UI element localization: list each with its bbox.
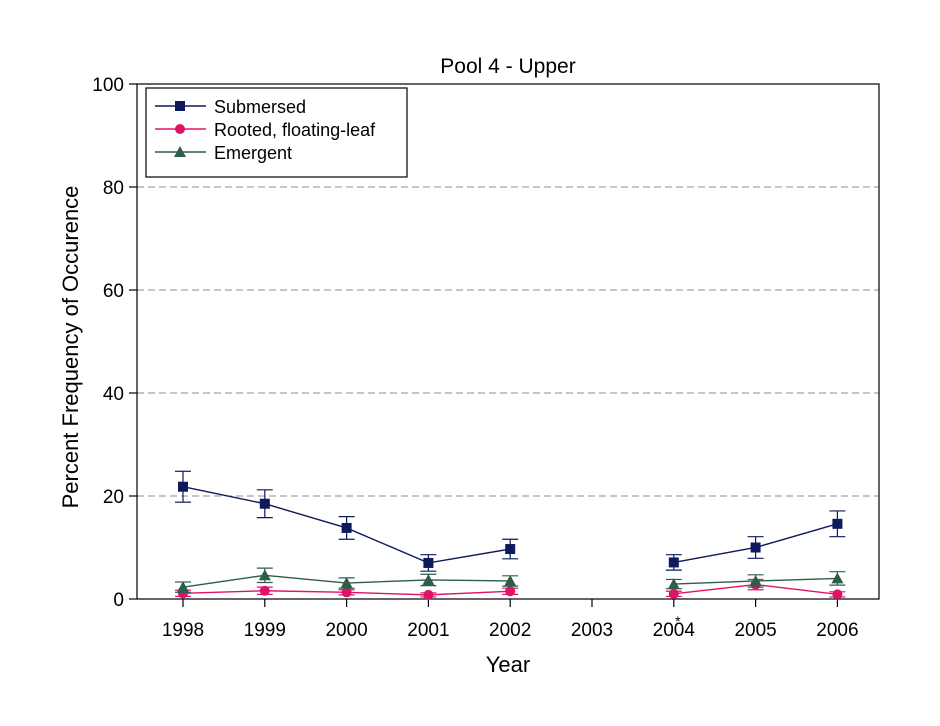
y-tick-label: 0 [113, 590, 124, 611]
chart-title: Pool 4 - Upper [440, 55, 575, 78]
data-point-emergent [749, 574, 762, 586]
data-point-submersed [423, 557, 434, 568]
y-tick-label: 80 [103, 178, 124, 199]
data-point-submersed [750, 542, 761, 553]
legend-label: Rooted, floating-leaf [214, 120, 376, 140]
data-point-emergent [422, 573, 435, 585]
x-tick-label: 2006 [816, 620, 858, 641]
data-point-rooted-floating-leaf [259, 585, 270, 596]
y-axis-label: Percent Frequency of Occurence [58, 186, 83, 509]
x-tick-label: 2002 [489, 620, 531, 641]
x-tick-label: 2004 [653, 620, 696, 641]
data-point-rooted-floating-leaf [832, 589, 843, 600]
data-point-submersed [668, 557, 679, 568]
data-point-emergent [667, 578, 680, 590]
data-point-rooted-floating-leaf [341, 587, 352, 598]
data-point-submersed [832, 518, 843, 529]
legend-marker [175, 101, 185, 111]
y-tick-label: 100 [92, 75, 124, 96]
data-point-emergent [340, 577, 353, 589]
data-point-rooted-floating-leaf [423, 589, 434, 600]
legend-marker [174, 146, 186, 157]
data-point-rooted-floating-leaf [668, 588, 679, 599]
x-tick-label: 2001 [407, 620, 449, 641]
data-point-rooted-floating-leaf [505, 586, 516, 597]
legend-label: Submersed [214, 97, 306, 117]
x-tick-label: 1998 [162, 620, 204, 641]
data-point-emergent [504, 574, 517, 586]
annotation-asterisk: * [675, 613, 681, 629]
y-tick-label: 60 [103, 281, 124, 302]
data-point-emergent [831, 572, 844, 584]
x-axis-label: Year [486, 652, 530, 677]
x-tick-label: 2005 [734, 620, 776, 641]
y-tick-label: 40 [103, 384, 124, 405]
y-tick-label: 20 [103, 487, 124, 508]
x-tick-label: 2003 [571, 620, 613, 641]
data-point-emergent [177, 581, 189, 593]
x-tick-label: 2000 [325, 620, 367, 641]
legend-box [145, 87, 408, 178]
x-tick-label: 1999 [244, 620, 286, 641]
plot-area: 0 20 40 60 80 100 1998 1999 2000 2001 2002 2003 2004… [92, 75, 880, 641]
data-point-submersed [505, 544, 516, 555]
data-point-submersed [341, 522, 352, 533]
plot-frame [136, 83, 880, 600]
legend-marker [175, 124, 185, 134]
data-point-submersed [259, 498, 270, 509]
data-point-emergent [258, 569, 271, 581]
data-point-submersed [178, 481, 188, 492]
legend-label: Emergent [214, 143, 292, 163]
